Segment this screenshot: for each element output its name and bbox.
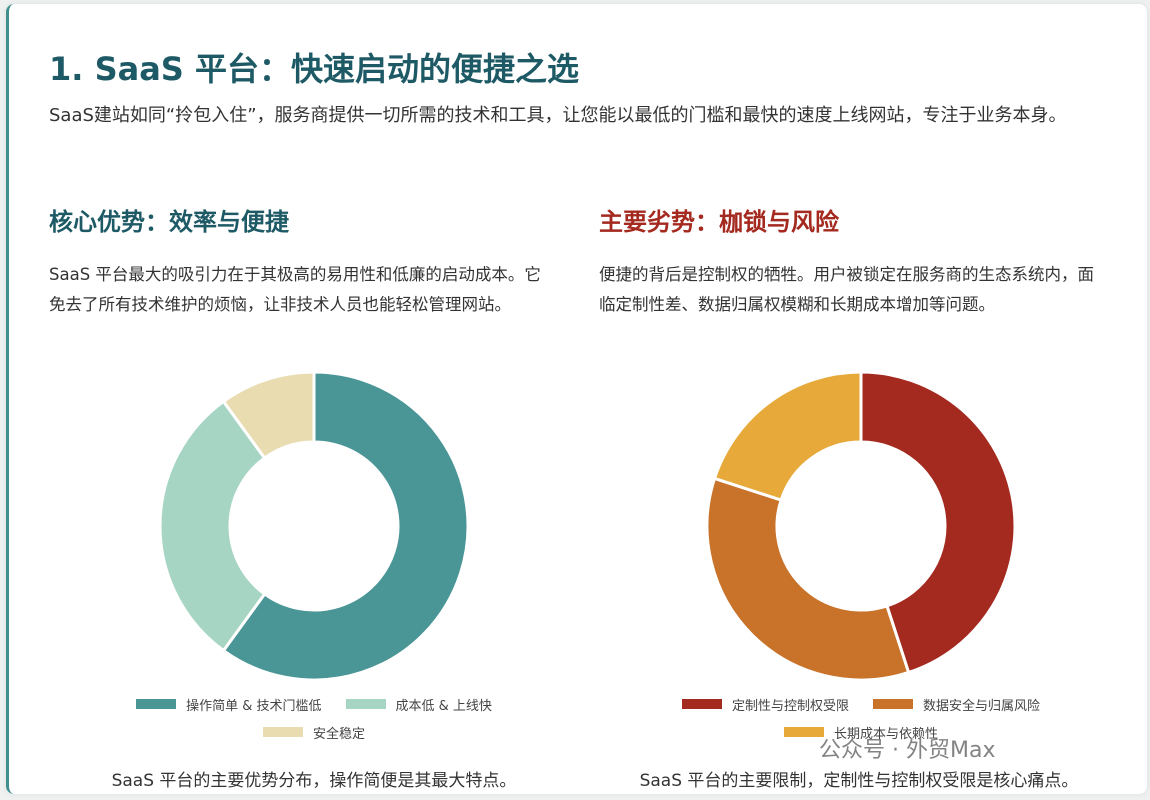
- donut-slice: [221, 370, 316, 461]
- donut-slice: [705, 476, 911, 682]
- intro: SaaS建站如同“拎包入住”，服务商提供一切所需的技术和工具，让您能以最低的门槛…: [49, 105, 1067, 126]
- legend-swatch: [873, 699, 913, 709]
- donut-slice: [221, 370, 470, 682]
- legend-label: 安全稳定: [312, 726, 365, 742]
- card: 1. SaaS 平台：快速启动的便捷之选 SaaS建站如同“拎包入住”，服务商提…: [6, 4, 1147, 794]
- chart-caption: SaaS 平台的主要限制，定制性与控制权受限是核心痛点。: [639, 771, 1079, 791]
- chart-caption: SaaS 平台的主要优势分布，操作简便是其最大特点。: [111, 771, 517, 791]
- legend-item: 成本低 & 上线快: [345, 694, 492, 714]
- legend-swatch: [783, 727, 824, 737]
- legend-swatch: [681, 699, 722, 709]
- legend-swatch: [262, 727, 303, 737]
- donut-slice: [859, 370, 1017, 675]
- watermark: 公众号 · 外贸Max: [819, 738, 996, 763]
- legend-item: 操作简单 & 技术门槛低: [136, 694, 322, 714]
- legend-label: 长期成本与依赖性: [833, 726, 938, 742]
- legend: 定制性与控制权受限 数据安全与归属风险长期成本与依赖性: [641, 694, 1081, 750]
- section-body: 便捷的背后是控制权的牺牲。用户被锁定在服务商的生态系统内，面临定制性差、数据归属…: [599, 265, 1094, 314]
- legend-item: 数据安全与归属风险: [873, 694, 1040, 714]
- legend-label: 数据安全与归属风险: [923, 698, 1041, 714]
- legend-swatch: [136, 699, 177, 709]
- legend-item: 长期成本与依赖性: [783, 722, 938, 742]
- legend: 操作简单 & 技术门槛低 成本低 & 上线快安全稳定: [94, 694, 534, 750]
- legend-item: 定制性与控制权受限: [681, 694, 849, 714]
- section-heading: 主要劣势：枷锁与风险: [599, 208, 839, 236]
- donut-chart: [158, 370, 470, 682]
- legend-label: 操作简单 & 技术门槛低: [186, 698, 322, 714]
- donut-slice: [712, 370, 863, 502]
- section-body: SaaS 平台最大的吸引力在于其极高的易用性和低廉的启动成本。它免去了所有技术维…: [49, 265, 541, 314]
- legend-label: 成本低 & 上线快: [395, 698, 492, 714]
- donut-chart: [705, 370, 1017, 682]
- legend-item: 安全稳定: [262, 722, 365, 742]
- section-heading: 核心优势：效率与便捷: [49, 208, 289, 236]
- donut-slice: [158, 399, 267, 653]
- legend-swatch: [345, 699, 386, 709]
- title: 1. SaaS 平台：快速启动的便捷之选: [49, 50, 579, 88]
- legend-label: 定制性与控制权受限: [731, 698, 849, 714]
